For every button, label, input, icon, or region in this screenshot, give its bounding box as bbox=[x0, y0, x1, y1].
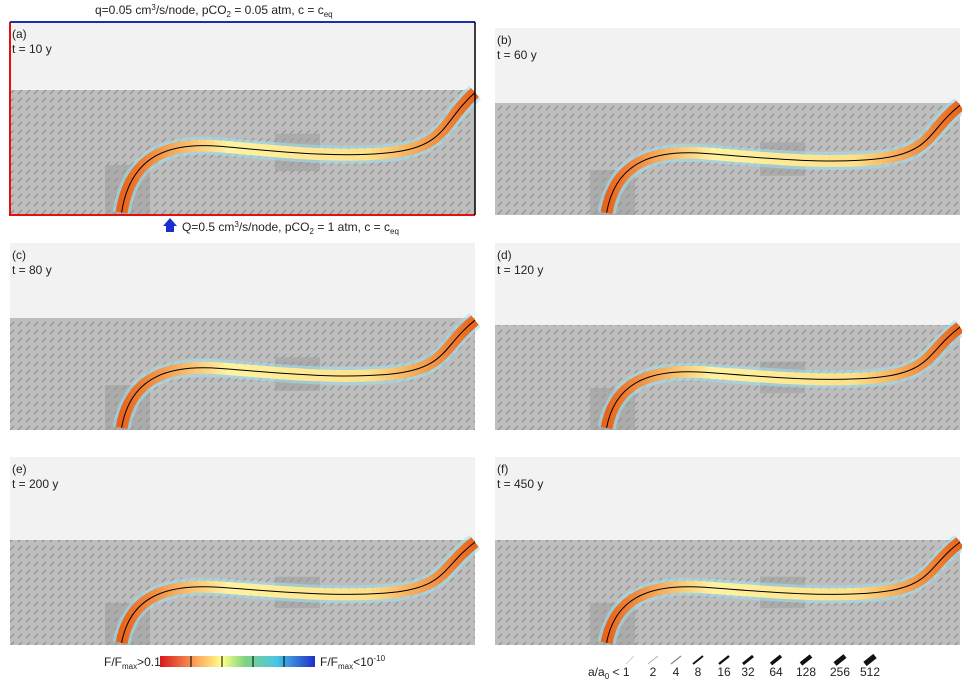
boundary-inflow bbox=[9, 22, 475, 216]
aperture-label: 2 bbox=[650, 665, 657, 679]
aperture-label: 16 bbox=[717, 665, 731, 679]
panel: (b)t = 60 y bbox=[495, 28, 962, 215]
text: = 1 atm, c = c bbox=[314, 220, 390, 234]
aperture-glyph bbox=[625, 655, 635, 665]
aperture-label: 32 bbox=[741, 665, 755, 679]
channel-flow bbox=[121, 319, 476, 428]
top-boundary-label: q=0.05 cm3/s/node, pCO2 = 0.05 atm, c = … bbox=[95, 3, 333, 19]
panel-label: (b) bbox=[497, 33, 512, 47]
text: a/a bbox=[588, 665, 605, 679]
text: max bbox=[122, 662, 137, 671]
text: -10 bbox=[373, 654, 385, 663]
panel-label: (d) bbox=[497, 248, 512, 262]
text: F/F bbox=[104, 655, 122, 669]
channel-flow bbox=[121, 541, 476, 643]
colorbar-left-label: F/Fmax>0.1 bbox=[104, 655, 161, 671]
panel: (f)t = 450 y bbox=[495, 457, 962, 645]
panels: (a)t = 10 y(b)t = 60 y(c)t = 80 y(d)t = … bbox=[9, 21, 962, 645]
text: /s/node, pCO bbox=[239, 220, 310, 234]
panel-time: t = 60 y bbox=[497, 48, 537, 62]
text: 2 bbox=[227, 10, 232, 19]
channel-flow bbox=[606, 326, 961, 428]
inflow-arrow bbox=[163, 218, 177, 232]
panel-label: (c) bbox=[12, 248, 26, 262]
text: F/F bbox=[320, 655, 338, 669]
aperture-glyph bbox=[692, 655, 704, 665]
text: /s/node, pCO bbox=[156, 3, 227, 17]
aperture-label: 128 bbox=[796, 665, 816, 679]
text: q=0.05 cm bbox=[95, 3, 151, 17]
channel-flow bbox=[606, 104, 961, 213]
panel-label: (e) bbox=[12, 462, 27, 476]
text: <10 bbox=[353, 655, 374, 669]
aperture-glyph bbox=[769, 654, 783, 666]
text: = 0.05 atm, c = c bbox=[231, 3, 324, 17]
text: < 1 bbox=[609, 665, 630, 679]
text: eq bbox=[390, 227, 399, 236]
aperture-glyph bbox=[863, 653, 877, 667]
aperture-label: 512 bbox=[860, 665, 880, 679]
text: eq bbox=[324, 10, 333, 19]
panel: (c)t = 80 y bbox=[10, 243, 481, 430]
panel-label: (a) bbox=[12, 27, 27, 41]
colorbar-right-label: F/Fmax<10-10 bbox=[320, 654, 386, 671]
aperture-glyph bbox=[670, 655, 682, 665]
panel-time: t = 450 y bbox=[497, 477, 543, 491]
panel: (a)t = 10 y bbox=[9, 21, 482, 216]
channel-flow bbox=[121, 92, 476, 213]
aperture-legend-first: a/a0 < 1 bbox=[588, 665, 630, 681]
channel-flow bbox=[606, 541, 961, 643]
panel: (e)t = 200 y bbox=[10, 457, 481, 645]
aperture-label: 4 bbox=[673, 665, 680, 679]
colorbar-ticks bbox=[190, 656, 285, 667]
text: max bbox=[338, 662, 353, 671]
bottom-boundary-label: Q=0.5 cm3/s/node, pCO2 = 1 atm, c = ceq bbox=[182, 220, 399, 236]
aperture-glyph bbox=[647, 655, 659, 665]
panel-time: t = 120 y bbox=[497, 263, 543, 277]
text: 3 bbox=[234, 220, 239, 229]
text: >0.1 bbox=[137, 655, 161, 669]
aperture-legend: 2 4 8 16 32 64 128 256 512 bbox=[647, 653, 880, 679]
text: Q=0.5 cm bbox=[182, 220, 234, 234]
panel-time: t = 80 y bbox=[12, 263, 52, 277]
aperture-label: 256 bbox=[830, 665, 850, 679]
aperture-glyph bbox=[799, 654, 813, 666]
text: 0 bbox=[605, 672, 610, 681]
panel-time: t = 10 y bbox=[12, 42, 52, 56]
aperture-label: 8 bbox=[695, 665, 702, 679]
aperture-glyph bbox=[742, 654, 754, 666]
text: 3 bbox=[151, 3, 156, 12]
panel-time: t = 200 y bbox=[12, 477, 58, 491]
panel: (d)t = 120 y bbox=[495, 243, 962, 430]
colorbar bbox=[160, 656, 315, 667]
text: 2 bbox=[310, 227, 315, 236]
aperture-label: 64 bbox=[769, 665, 783, 679]
aperture-glyph bbox=[833, 654, 847, 666]
panel-label: (f) bbox=[497, 462, 508, 476]
aperture-glyph bbox=[718, 655, 730, 665]
